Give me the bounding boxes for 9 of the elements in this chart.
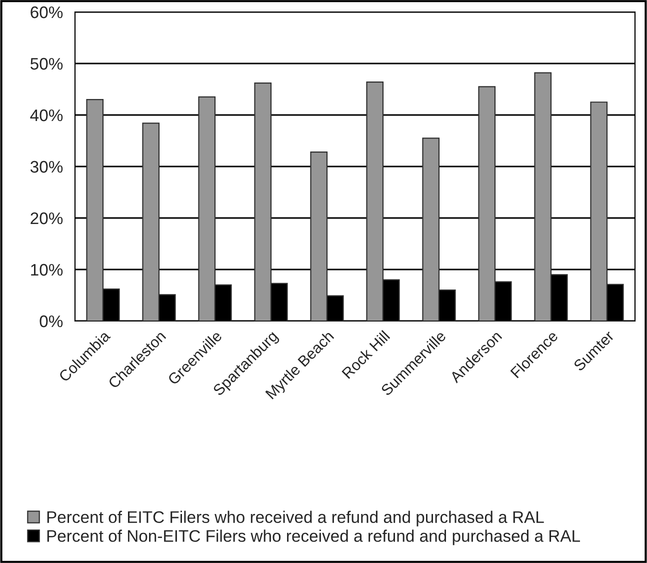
y-tick-label: 0% (40, 315, 63, 328)
y-tick-label: 20% (30, 212, 63, 224)
legend-label: Percent of Non-EITC Filers who received a refund and purchased a RAL (47, 530, 580, 546)
y-tick-label: 60% (30, 6, 63, 18)
legend-label: Percent of EITC Filers who received a refund and purchased a RAL (47, 510, 544, 526)
y-tick-label: 10% (31, 264, 63, 276)
y-tick-label: 50% (30, 58, 63, 70)
y-tick-label: 30% (30, 160, 63, 173)
y-tick-label: 40% (30, 109, 63, 122)
